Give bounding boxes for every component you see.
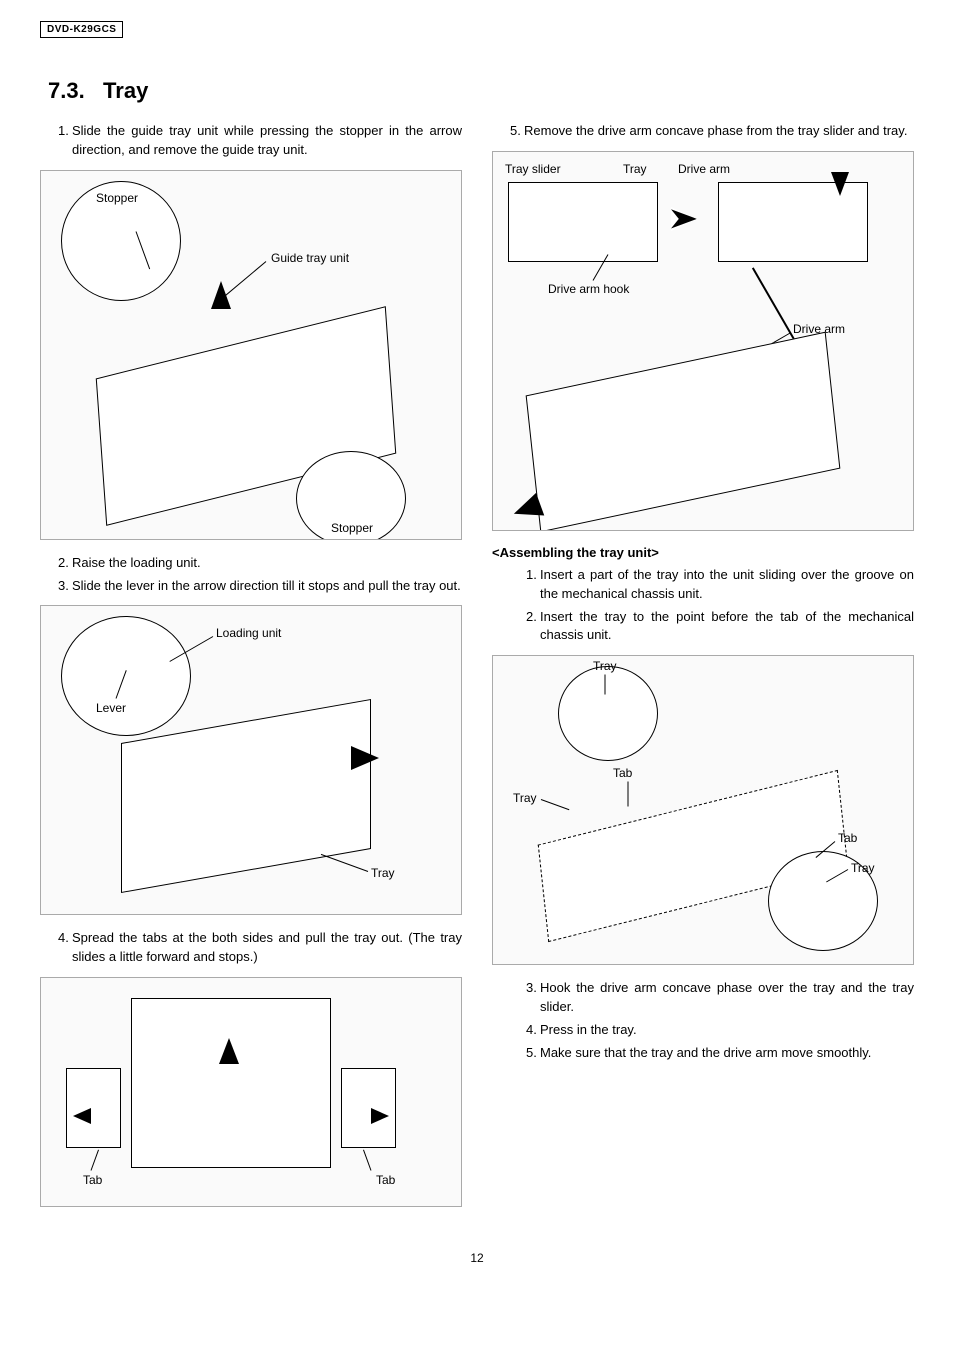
figure-tabs: Tab Tab [40, 977, 462, 1207]
step-list: 4.Spread the tabs at the both sides and … [40, 929, 462, 967]
right-column: 5.Remove the drive arm concave phase fro… [492, 122, 914, 1221]
step-text: Insert the tray to the point before the … [540, 609, 914, 643]
step-text: Slide the guide tray unit while pressing… [72, 123, 462, 157]
label-tray-3: Tray [851, 861, 875, 875]
step-list: 1.Slide the guide tray unit while pressi… [40, 122, 462, 160]
figure-guide-tray: Stopper Guide tray unit Stopper [40, 170, 462, 540]
step-text: Insert a part of the tray into the unit … [540, 567, 914, 601]
label-tab-left: Tab [83, 1173, 102, 1187]
step-item: 1.Insert a part of the tray into the uni… [526, 566, 914, 604]
step-item: 3.Hook the drive arm concave phase over … [526, 979, 914, 1017]
step-item: 5.Make sure that the tray and the drive … [526, 1044, 914, 1063]
step-text: Raise the loading unit. [72, 555, 201, 570]
step-item: 1.Slide the guide tray unit while pressi… [58, 122, 462, 160]
step-item: 2.Raise the loading unit. [58, 554, 462, 573]
assembling-heading: <Assembling the tray unit> [492, 545, 914, 560]
label-tray-2: Tray [513, 791, 537, 805]
step-list: 2.Raise the loading unit. 3.Slide the le… [40, 554, 462, 596]
section-number: 7.3. [48, 78, 85, 103]
figure-loading-unit: Loading unit Lever Tray [40, 605, 462, 915]
label-tab-right: Tab [376, 1173, 395, 1187]
section-name: Tray [103, 78, 148, 103]
label-tab-2: Tab [838, 831, 857, 845]
label-drive-arm: Drive arm [678, 162, 730, 176]
label-tray-slider: Tray slider [505, 162, 561, 176]
label-stopper-2: Stopper [331, 521, 373, 535]
label-tray-1: Tray [593, 659, 617, 673]
step-text: Make sure that the tray and the drive ar… [540, 1045, 871, 1060]
step-item: 4.Press in the tray. [526, 1021, 914, 1040]
label-drive-arm-hook: Drive arm hook [548, 282, 629, 296]
step-text: Spread the tabs at the both sides and pu… [72, 930, 462, 964]
label-tab-1: Tab [613, 766, 632, 780]
step-list: 5.Remove the drive arm concave phase fro… [492, 122, 914, 141]
step-text: Press in the tray. [540, 1022, 637, 1037]
step-item: 3.Slide the lever in the arrow direction… [58, 577, 462, 596]
left-column: 1.Slide the guide tray unit while pressi… [40, 122, 462, 1221]
figure-drive-arm: Tray slider Tray Drive arm Drive arm hoo… [492, 151, 914, 531]
step-list: 3.Hook the drive arm concave phase over … [492, 979, 914, 1062]
step-text: Remove the drive arm concave phase from … [524, 123, 907, 138]
step-text: Slide the lever in the arrow direction t… [72, 578, 461, 593]
step-text: Hook the drive arm concave phase over th… [540, 980, 914, 1014]
figure-assemble-tray: Tray Tray Tab Tab Tray [492, 655, 914, 965]
page-number: 12 [40, 1251, 914, 1265]
label-tray: Tray [371, 866, 395, 880]
step-item: 5.Remove the drive arm concave phase fro… [510, 122, 914, 141]
label-lever: Lever [96, 701, 126, 715]
label-loading: Loading unit [216, 626, 281, 640]
step-item: 2.Insert the tray to the point before th… [526, 608, 914, 646]
model-badge: DVD-K29GCS [40, 21, 123, 38]
section-title: 7.3. Tray [40, 78, 914, 104]
step-item: 4.Spread the tabs at the both sides and … [58, 929, 462, 967]
step-list: 1.Insert a part of the tray into the uni… [492, 566, 914, 645]
label-tray: Tray [623, 162, 647, 176]
label-guide-tray: Guide tray unit [271, 251, 349, 265]
two-column-layout: 1.Slide the guide tray unit while pressi… [40, 122, 914, 1221]
label-stopper: Stopper [96, 191, 138, 205]
